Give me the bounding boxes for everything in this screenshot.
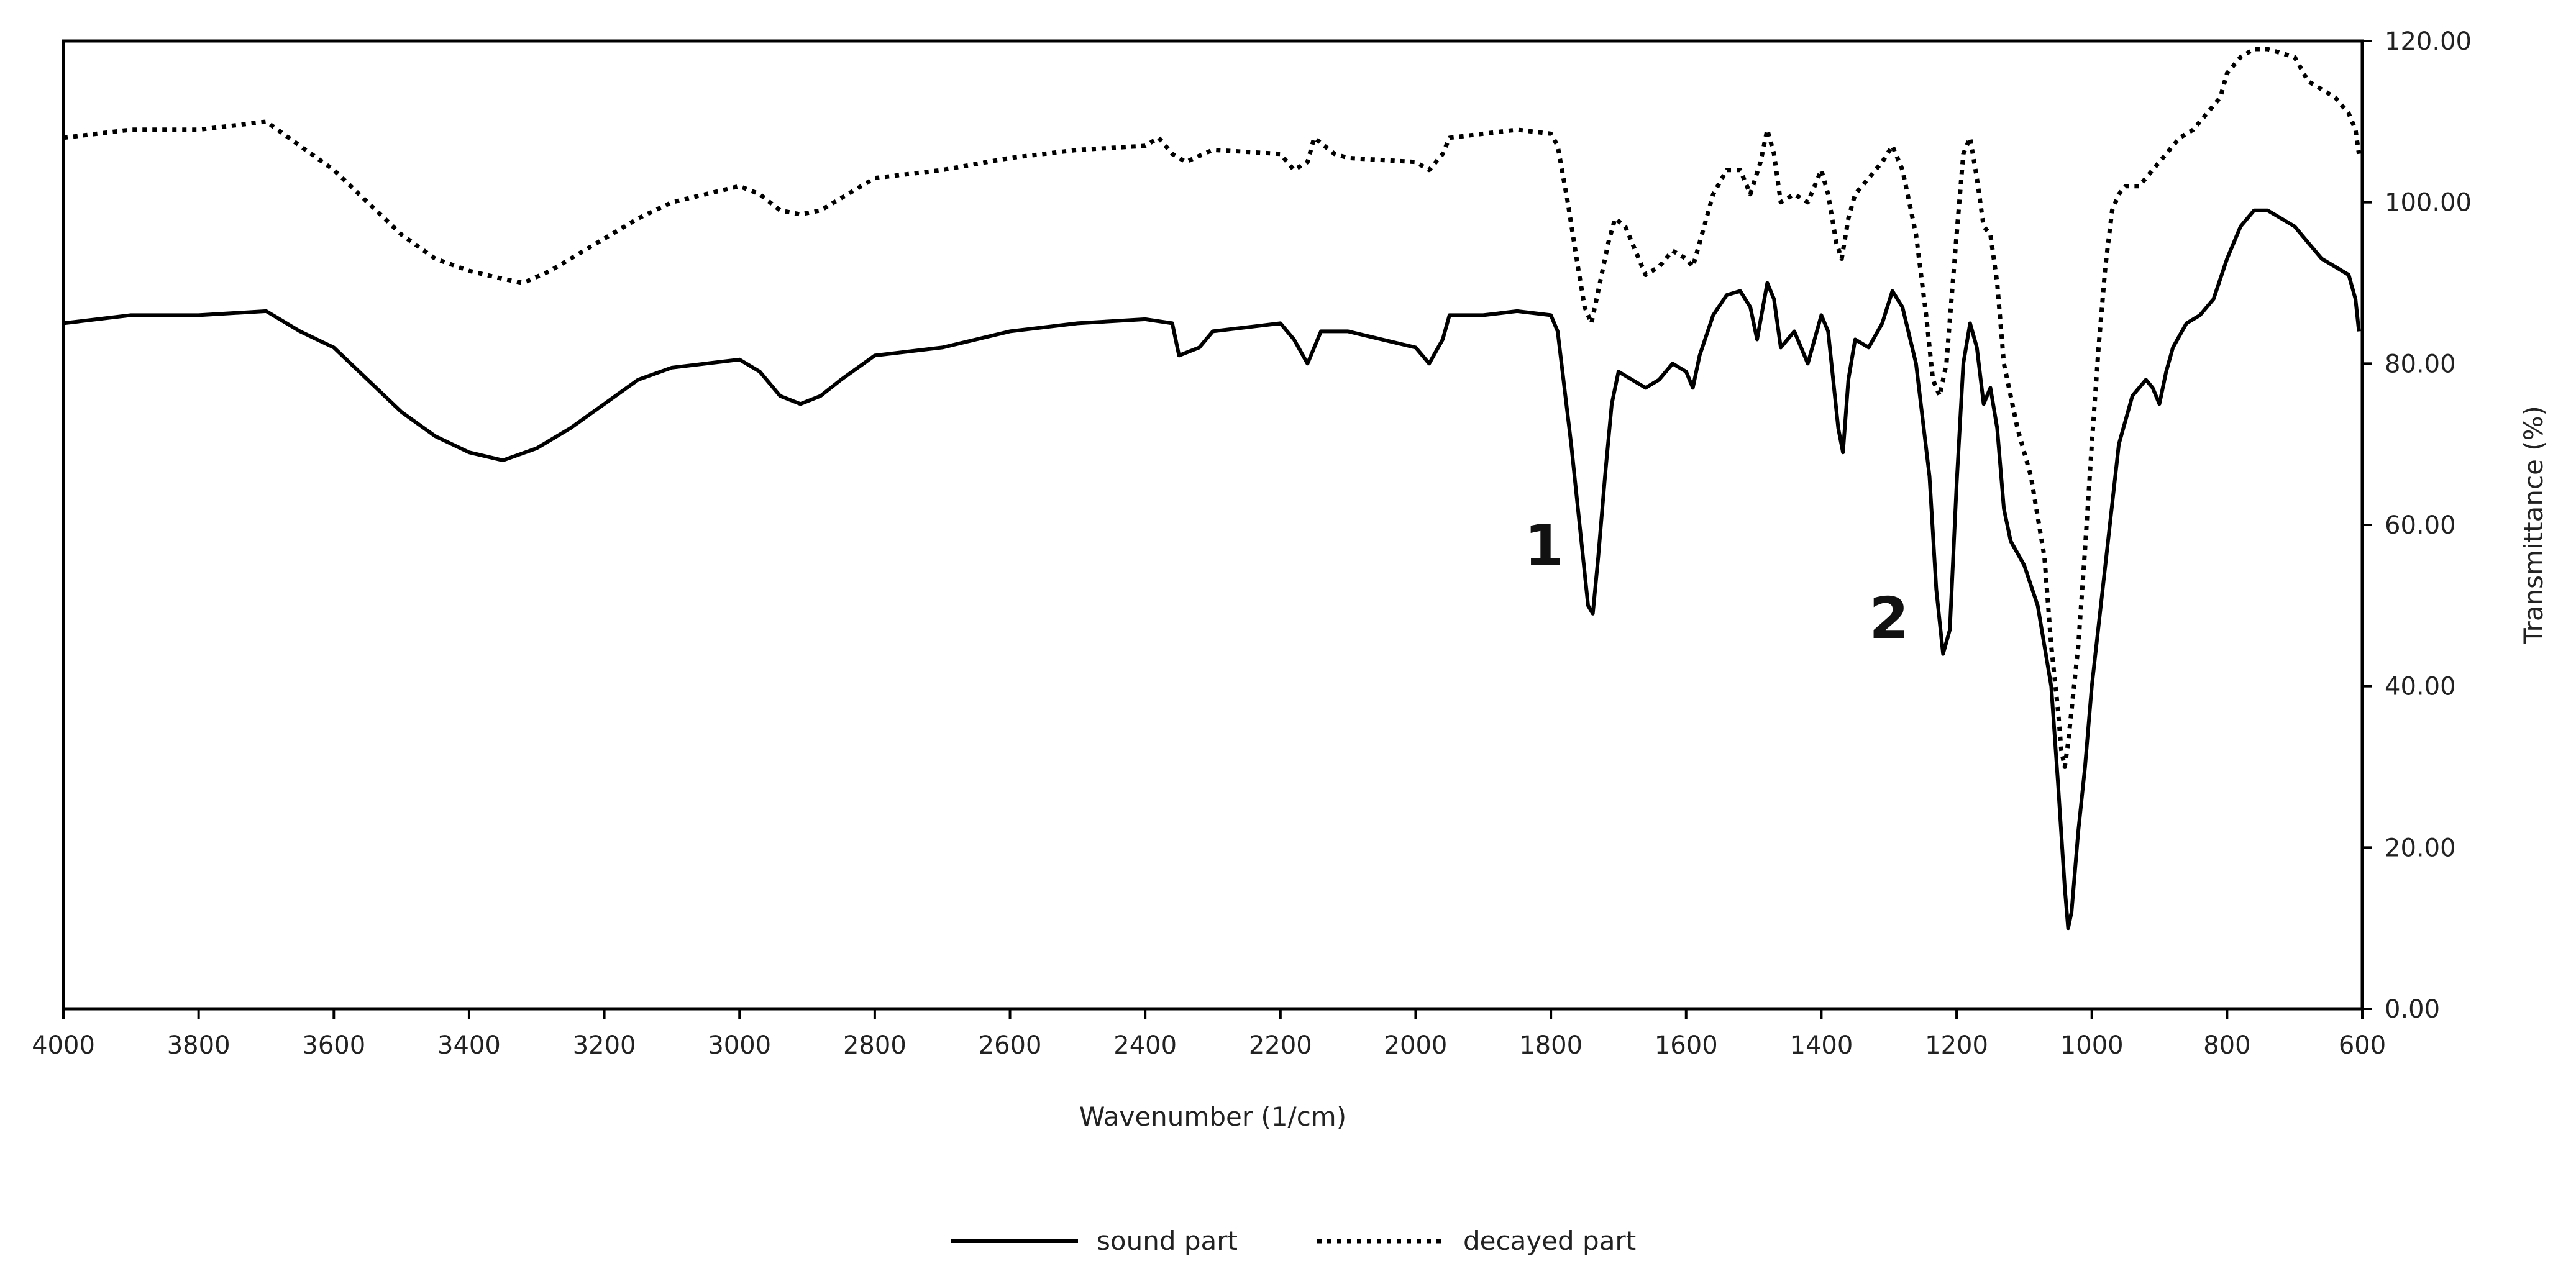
legend-label-decayed-part: decayed part (1463, 1226, 1636, 1256)
x-tick-label: 1000 (2060, 1031, 2124, 1060)
annotation-layer: 12 (1524, 512, 1909, 652)
x-tick-label: 1400 (1790, 1031, 1853, 1060)
y-tick-label: 40.00 (2385, 673, 2456, 701)
x-tick-label: 2200 (1249, 1031, 1312, 1060)
y-tick-label: 100.00 (2385, 189, 2472, 217)
x-tick-label: 600 (2339, 1031, 2386, 1060)
x-tick-label: 3400 (437, 1031, 501, 1060)
x-tick-label: 1200 (1925, 1031, 1988, 1060)
y-tick-label: 120.00 (2385, 27, 2472, 56)
plot-area (62, 39, 2364, 1011)
legend: sound part decayed part (951, 1226, 1636, 1256)
x-axis-ticks: 4000 3800 3600 3400 3200 3000 2800 2600 2400 2200… (32, 1009, 2386, 1060)
y-tick-label: 60.00 (2385, 511, 2456, 540)
y-axis-title: Transmittance (%) (2518, 406, 2549, 645)
x-tick-label: 1800 (1519, 1031, 1583, 1060)
peak-annotation-1: 1 (1524, 512, 1564, 579)
x-tick-label: 2800 (843, 1031, 907, 1060)
x-axis-title: Wavenumber (1/cm) (1079, 1101, 1346, 1132)
series-line-sound-part (63, 208, 2361, 931)
x-tick-label: 3600 (302, 1031, 365, 1060)
y-tick-label: 80.00 (2385, 350, 2456, 378)
y-tick-label: 0.00 (2385, 995, 2440, 1024)
x-tick-label: 3000 (708, 1031, 771, 1060)
x-tick-label: 2400 (1113, 1031, 1177, 1060)
series-layer (63, 47, 2362, 931)
legend-label-sound-part: sound part (1097, 1226, 1238, 1256)
series-line-decayed-part (63, 47, 2362, 769)
x-tick-label: 800 (2203, 1031, 2250, 1060)
x-tick-label: 4000 (32, 1031, 95, 1060)
x-tick-label: 3800 (167, 1031, 231, 1060)
x-tick-label: 2000 (1384, 1031, 1448, 1060)
y-tick-label: 20.00 (2385, 834, 2456, 862)
x-tick-label: 1600 (1655, 1031, 1718, 1060)
peak-annotation-2: 2 (1869, 585, 1909, 652)
x-tick-label: 3200 (573, 1031, 636, 1060)
x-tick-label: 2600 (979, 1031, 1042, 1060)
y-axis-ticks: 0.00 20.00 40.00 60.00 80.00 100.00 120.00 (2362, 27, 2472, 1024)
